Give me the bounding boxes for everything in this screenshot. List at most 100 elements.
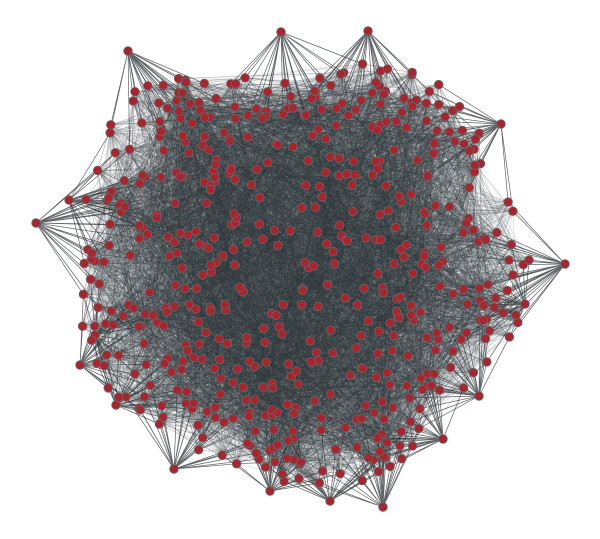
graph-node [176,364,187,375]
graph-node [360,401,371,411]
graph-node [141,359,151,370]
graph-node [178,131,188,141]
graph-node [134,220,144,231]
graph-node [371,372,382,383]
graph-node [178,356,188,366]
outer-node [75,360,85,370]
graph-node [399,93,409,103]
graph-node [251,448,261,458]
graph-node [262,87,273,97]
graph-node [331,444,341,455]
graph-node [389,145,399,155]
graph-node [250,426,261,436]
graph-node [267,405,277,415]
graph-node [180,283,190,294]
graph-node [100,319,111,329]
graph-node [285,91,296,102]
outer-node [265,486,275,496]
graph-node [481,234,491,245]
graph-node [119,175,130,186]
graph-node [445,362,456,373]
graph-node [215,389,225,399]
graph-node [255,192,265,203]
outer-node [123,46,133,56]
graph-node [137,118,147,128]
graph-node [230,79,241,89]
edge-bundle [82,63,524,484]
graph-node [187,118,197,128]
graph-node [395,292,406,302]
graph-node [403,351,413,361]
graph-node [430,345,441,355]
graph-node [278,300,289,310]
graph-node [356,413,367,424]
graph-node [134,321,144,332]
graph-node [351,343,361,353]
graph-node [305,336,315,346]
graph-node [201,327,211,338]
graph-node [244,356,255,367]
graph-node [205,184,216,195]
graph-node [426,381,437,391]
graph-node [375,209,385,220]
graph-node [340,293,350,303]
graph-node [310,202,320,212]
graph-node [185,98,195,109]
graph-node [325,151,336,162]
graph-node [391,116,402,126]
graph-node [250,395,260,405]
graph-node [484,326,495,336]
graph-node [342,169,352,179]
outer-node [378,502,388,512]
graph-node [350,104,361,115]
graph-node [429,138,439,149]
outer-node [31,218,41,228]
graph-node [252,164,262,175]
graph-node [482,357,492,367]
graph-node [209,363,220,374]
graph-node [155,116,165,127]
graph-node [388,402,398,413]
graph-node [336,69,346,79]
graph-node [197,433,208,443]
graph-node [251,104,262,114]
graph-node [335,220,345,230]
graph-node [210,172,220,183]
graph-node [241,395,252,405]
graph-node [139,339,149,349]
graph-node [322,239,332,249]
graph-node [382,437,392,448]
graph-node [203,243,214,253]
graph-node [222,338,232,349]
graph-node [387,345,398,356]
graph-node [273,440,283,450]
graph-node [357,59,368,69]
graph-node [414,423,424,434]
graph-node [444,322,455,332]
graph-node [173,106,184,116]
graph-node [406,189,416,200]
graph-node [326,80,336,91]
outer-node [325,496,335,506]
outer-node [64,195,74,205]
graph-node [298,285,308,296]
graph-node [401,122,412,133]
graph-node [478,301,489,311]
graph-node [199,131,210,141]
graph-node [395,441,405,451]
graph-node [283,359,294,369]
graph-node [407,441,418,451]
graph-node [258,382,268,392]
edge-bundle [125,385,260,470]
graph-node [175,228,185,238]
graph-node [430,200,441,211]
graph-node [242,237,252,247]
graph-node [195,105,205,115]
graph-node [334,153,344,163]
graph-node [204,145,214,155]
graph-node [397,454,407,464]
graph-node [435,281,445,291]
graph-node [148,310,159,320]
graph-node [434,385,445,395]
